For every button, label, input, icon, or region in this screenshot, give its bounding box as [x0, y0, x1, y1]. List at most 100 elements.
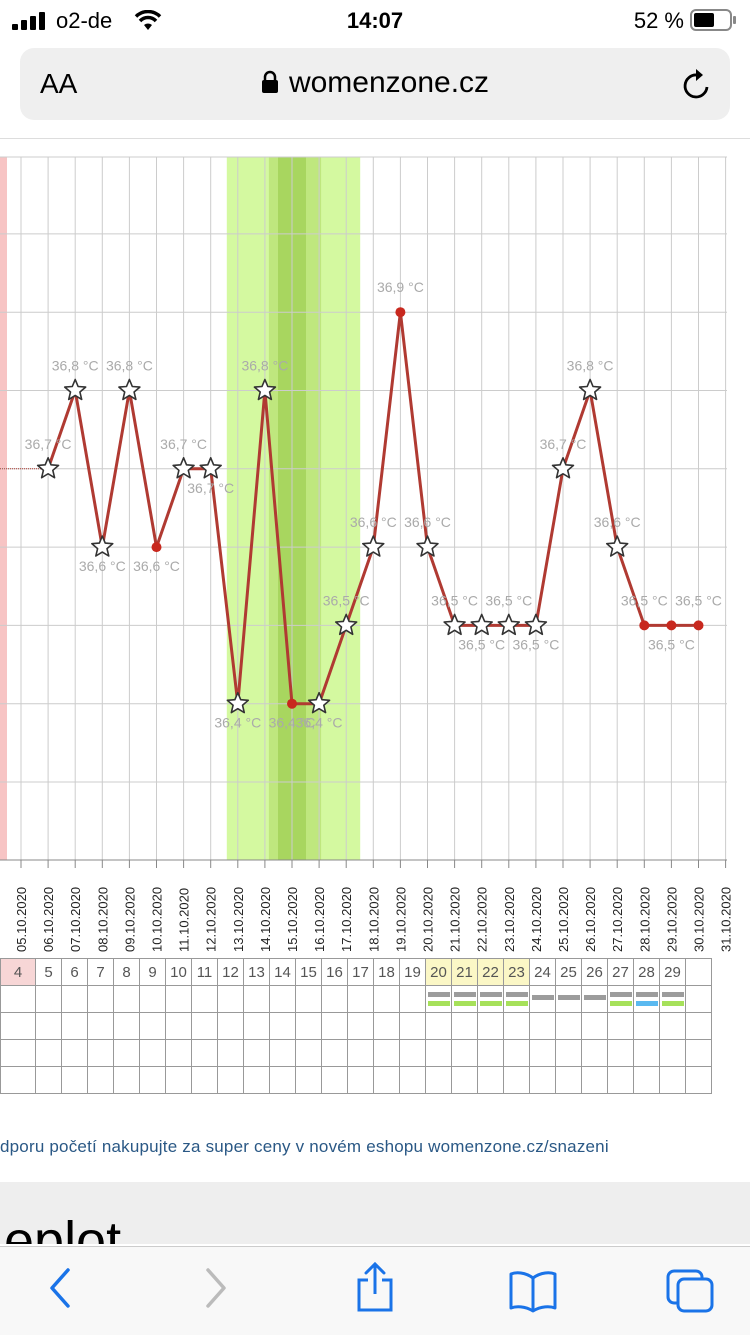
- cycle-cell: [35, 1012, 62, 1040]
- cycle-cell: [321, 1012, 348, 1040]
- data-label: 36,5 °C: [512, 636, 559, 652]
- cycle-cell: [35, 1066, 62, 1094]
- cycle-day-number: 24: [529, 958, 556, 986]
- cycle-day-number: 16: [321, 958, 348, 986]
- cycle-marker-gray: [531, 994, 554, 1000]
- cycle-cell: [321, 985, 348, 1013]
- data-label: 36,5 °C: [431, 592, 478, 608]
- data-label: 36,9 °C: [377, 279, 424, 295]
- x-tick-label: 08.10.2020: [95, 887, 110, 952]
- cycle-cell: [243, 1039, 270, 1067]
- cycle-cell: [477, 985, 504, 1013]
- forward-icon[interactable]: [198, 1265, 232, 1311]
- cycle-cell: [191, 1012, 218, 1040]
- cycle-cell: [607, 1039, 634, 1067]
- cycle-cell: [217, 1039, 244, 1067]
- cycle-day-number: 18: [373, 958, 400, 986]
- cycle-cell: [555, 985, 582, 1013]
- share-icon[interactable]: [354, 1261, 396, 1313]
- cycle-cell: [113, 985, 140, 1013]
- cycle-cell: [191, 1039, 218, 1067]
- cycle-cell: [373, 1012, 400, 1040]
- cycle-cell: [139, 985, 166, 1013]
- cycle-marker-gray: [583, 994, 606, 1000]
- clock: 14:07: [346, 8, 404, 33]
- cycle-cell: [529, 985, 556, 1013]
- cycle-cell: [659, 1012, 686, 1040]
- x-tick-label: 14.10.2020: [258, 887, 273, 952]
- data-point-star: [253, 378, 277, 401]
- battery-percent: 52 %: [633, 8, 684, 33]
- bookmarks-icon[interactable]: [508, 1269, 558, 1313]
- data-label: 36,8 °C: [241, 358, 288, 374]
- data-point-star: [36, 457, 60, 479]
- cycle-cell: [113, 1012, 140, 1040]
- cycle-cell: [113, 1039, 140, 1067]
- cycle-marker-green: [661, 1001, 684, 1006]
- data-point-star: [172, 457, 195, 479]
- cycle-cell: [425, 1012, 452, 1040]
- data-point-dot: [287, 698, 297, 709]
- data-point-star: [605, 535, 629, 557]
- x-tick-label: 06.10.2020: [41, 887, 56, 952]
- cycle-cell: [607, 985, 634, 1013]
- section-heading: eplot: [4, 1211, 122, 1244]
- x-tick-label: 21.10.2020: [448, 887, 463, 952]
- cycle-day-number: 5: [35, 958, 62, 986]
- cycle-cell: [581, 1066, 608, 1094]
- cycle-cell: [529, 1066, 556, 1094]
- cycle-cell: [503, 985, 530, 1013]
- back-icon[interactable]: [44, 1265, 78, 1311]
- wifi-icon: [134, 10, 162, 30]
- x-tick-label: 31.10.2020: [719, 887, 734, 952]
- cycle-cell: [633, 985, 660, 1013]
- cycle-cell: [347, 985, 374, 1013]
- x-tick-label: 23.10.2020: [502, 887, 517, 952]
- cycle-cell: [269, 985, 296, 1013]
- data-point-star: [307, 691, 331, 714]
- cycle-cell: [61, 1066, 88, 1094]
- address-bar[interactable]: AA womenzone.cz: [20, 48, 730, 120]
- cycle-cell: [451, 1039, 478, 1067]
- x-tick-label: 24.10.2020: [529, 887, 544, 952]
- cycle-cell: [165, 1012, 192, 1040]
- cycle-cell: [0, 1039, 36, 1067]
- data-point-star: [334, 613, 358, 636]
- promo-link[interactable]: dporu početí nakupujte za super ceny v n…: [0, 1137, 609, 1156]
- data-label: 36,8 °C: [52, 358, 99, 374]
- x-tick-label: 26.10.2020: [583, 887, 598, 952]
- cycle-day-number: 4: [0, 958, 36, 986]
- url-display[interactable]: womenzone.cz: [20, 66, 730, 100]
- cycle-cell: [165, 985, 192, 1013]
- carrier-name: o2-de: [56, 8, 113, 33]
- cycle-cell: [607, 1066, 634, 1094]
- data-point-dot: [395, 307, 406, 318]
- cycle-cell: [633, 1066, 660, 1094]
- cycle-cell: [685, 958, 712, 986]
- lock-icon: [261, 70, 278, 93]
- reload-icon[interactable]: [680, 66, 714, 102]
- data-label: 36,7 °C: [25, 436, 72, 452]
- cycle-cell: [347, 1066, 374, 1094]
- cycle-day-number: 29: [659, 958, 686, 986]
- cycle-cell: [243, 1012, 270, 1040]
- tabs-icon[interactable]: [664, 1267, 716, 1315]
- cycle-cell: [373, 1039, 400, 1067]
- cycle-marker-green: [609, 1001, 632, 1006]
- cycle-day-number: 11: [191, 958, 218, 986]
- temperature-chart: 05.10.2020 06.10.2020 07.10.2020 08.10.2020…: [0, 156, 734, 952]
- cycle-day-row: 4 5 6 7 8 9 10 11 12 13 14 15 16 17 18 19 20 21 22 23 24 25 26…: [0, 958, 712, 986]
- cycle-day-number: 8: [113, 958, 140, 986]
- data-label: 36,7 °C: [540, 436, 587, 452]
- data-point-star: [416, 535, 439, 557]
- data-point-star: [118, 378, 141, 401]
- data-label: 36,5 °C: [675, 592, 722, 608]
- cycle-empty-row: [0, 1012, 712, 1040]
- cycle-day-number: 20: [425, 958, 452, 986]
- cycle-cell: [399, 985, 426, 1013]
- x-tick-label: 30.10.2020: [692, 887, 707, 952]
- x-tick-label: 19.10.2020: [393, 887, 408, 952]
- text-size-button[interactable]: AA: [40, 68, 78, 99]
- cycle-cell: [217, 985, 244, 1013]
- cycle-cell: [87, 1012, 114, 1040]
